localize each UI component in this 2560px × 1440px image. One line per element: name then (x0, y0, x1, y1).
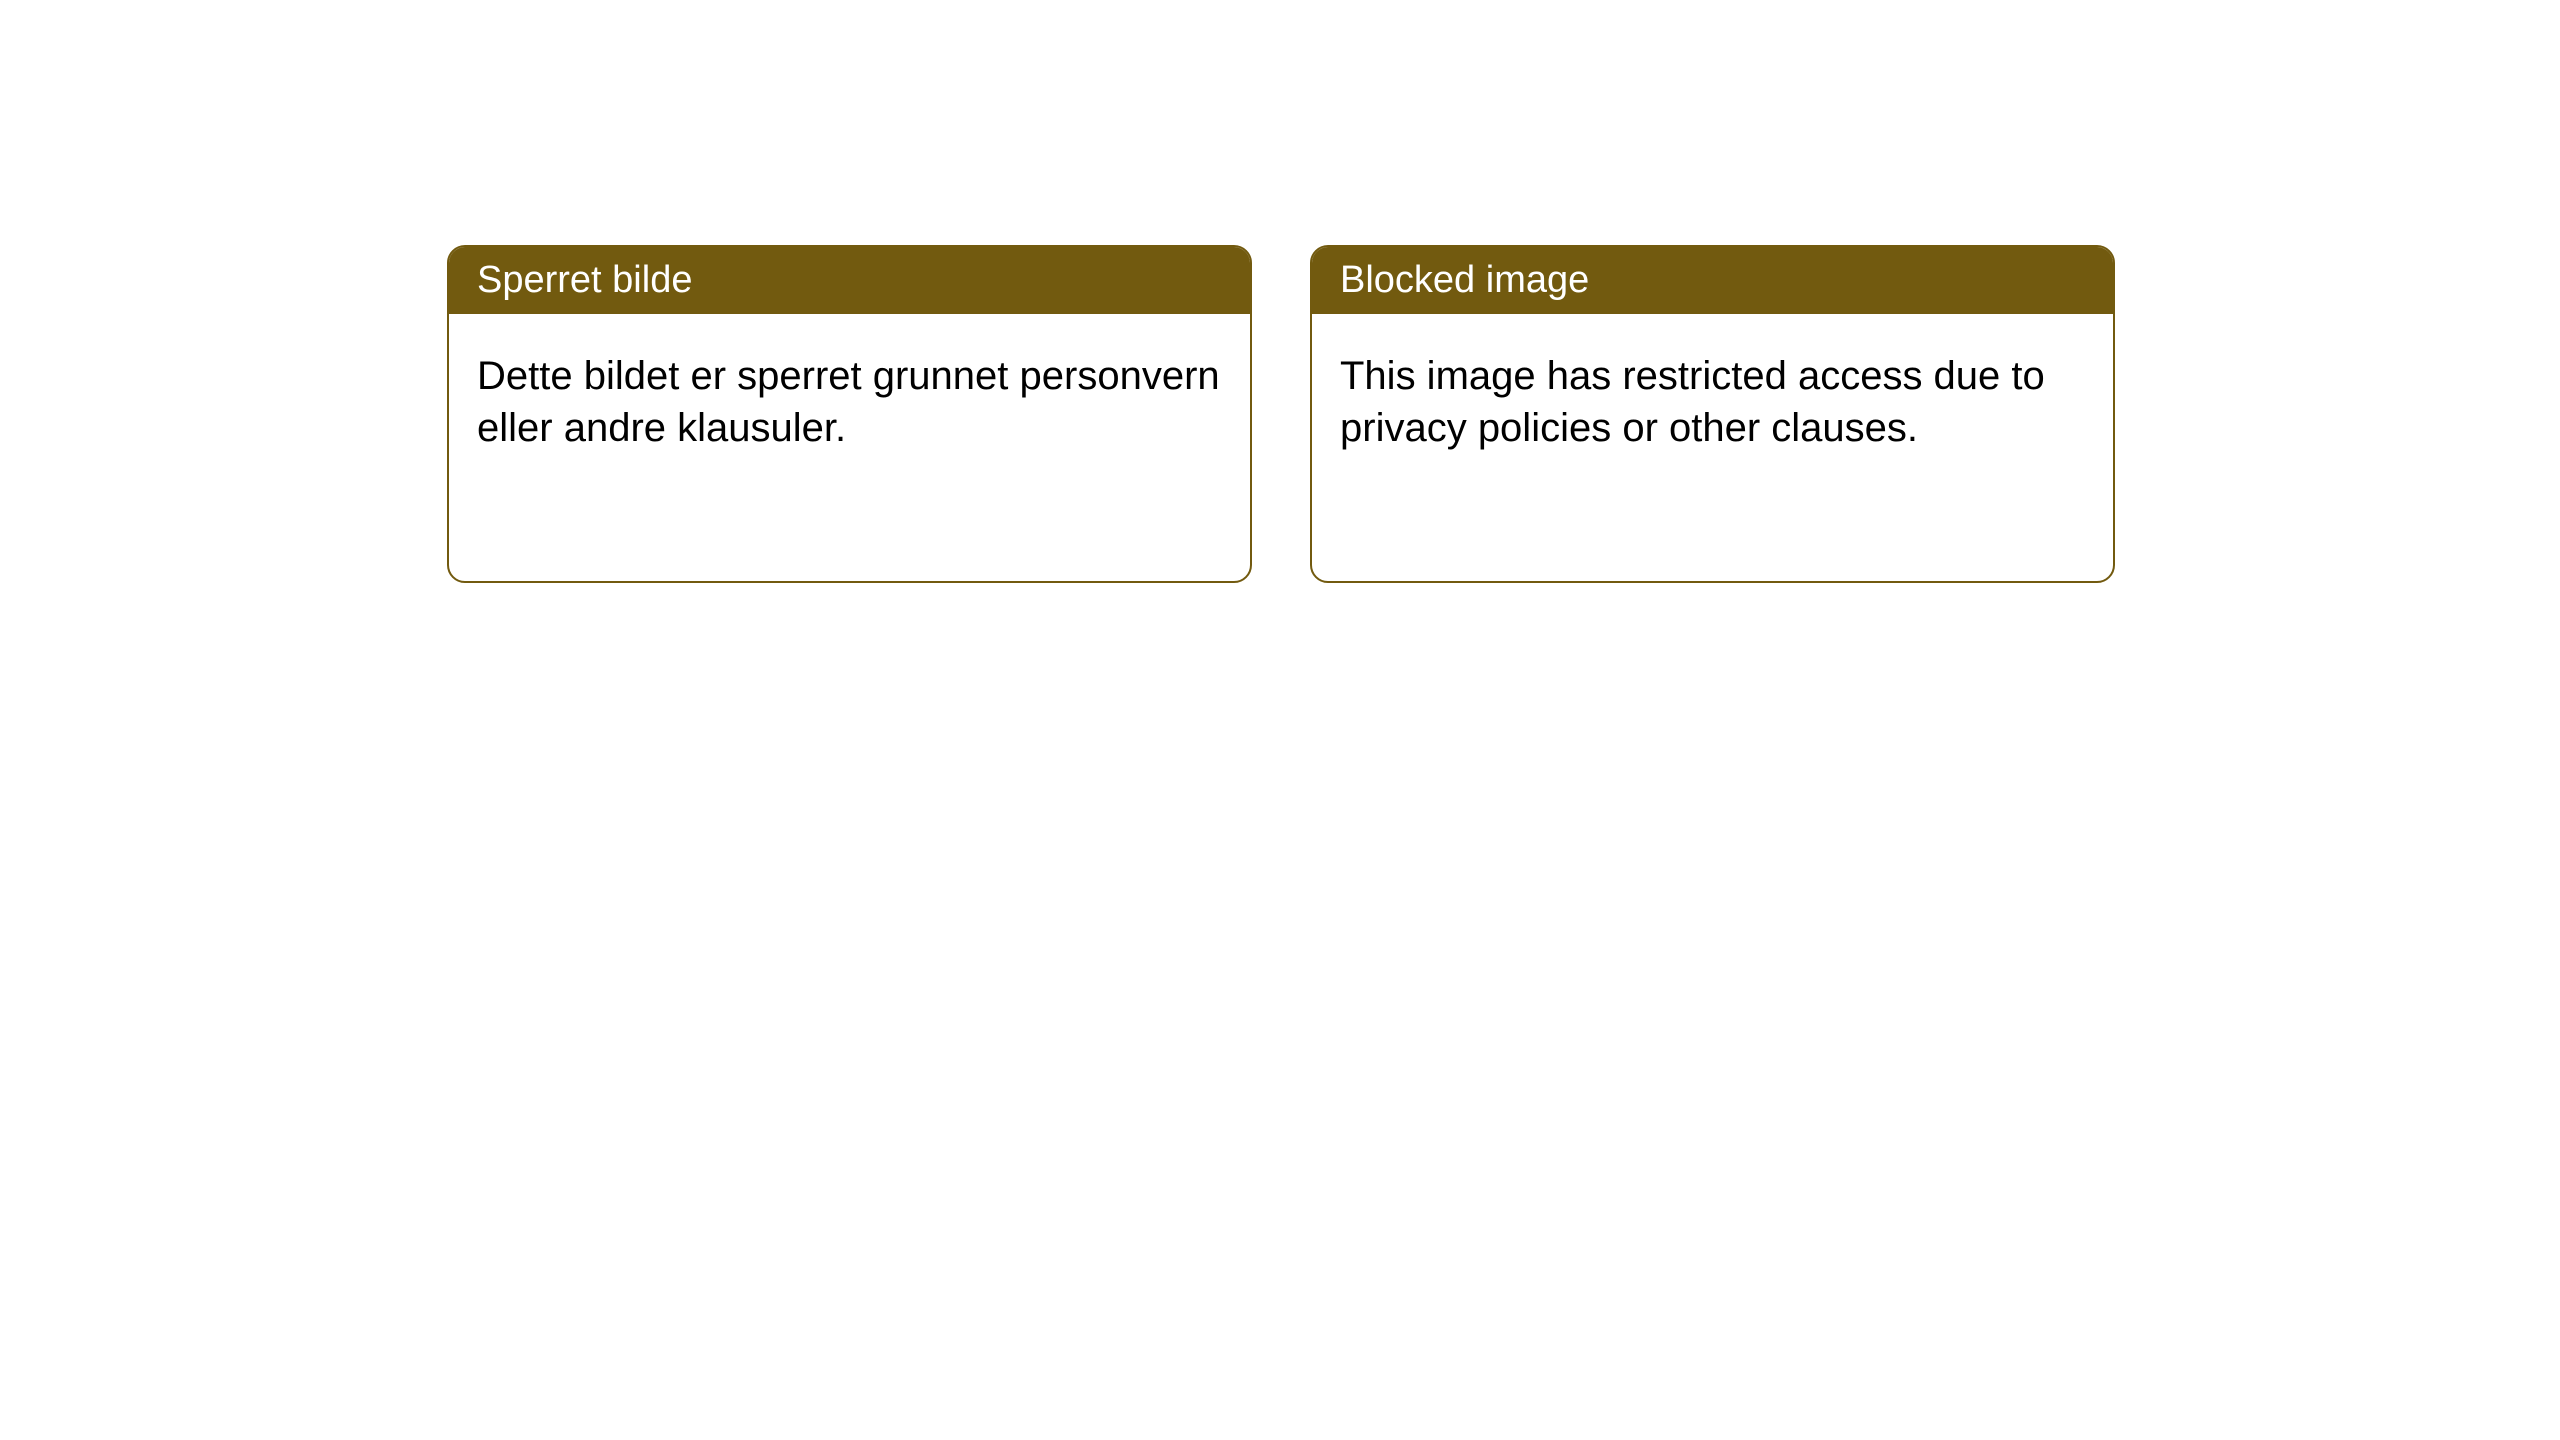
notice-title-english: Blocked image (1340, 259, 1589, 301)
notice-header-english: Blocked image (1312, 247, 2113, 314)
notice-text-english: This image has restricted access due to … (1340, 354, 2045, 450)
notice-body-english: This image has restricted access due to … (1312, 314, 2113, 491)
notice-title-norwegian: Sperret bilde (477, 259, 692, 301)
notice-card-english: Blocked image This image has restricted … (1310, 245, 2115, 583)
notice-container: Sperret bilde Dette bildet er sperret gr… (447, 245, 2115, 583)
notice-header-norwegian: Sperret bilde (449, 247, 1250, 314)
notice-text-norwegian: Dette bildet er sperret grunnet personve… (477, 354, 1220, 450)
notice-body-norwegian: Dette bildet er sperret grunnet personve… (449, 314, 1250, 491)
notice-card-norwegian: Sperret bilde Dette bildet er sperret gr… (447, 245, 1252, 583)
